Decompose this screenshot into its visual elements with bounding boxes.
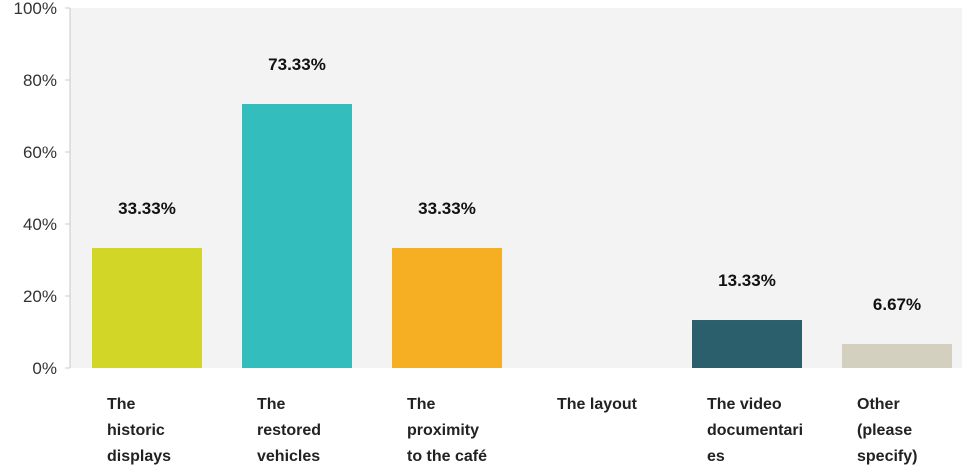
bar	[92, 248, 202, 368]
bar	[692, 320, 802, 368]
x-category-label: displays	[107, 448, 171, 465]
x-category-label: The	[107, 396, 136, 413]
plot-area	[70, 8, 962, 368]
x-category-label: historic	[107, 422, 165, 439]
data-label: 33.33%	[118, 199, 176, 218]
x-category-label: The	[257, 396, 286, 413]
y-tick-label: 80%	[23, 71, 57, 90]
bar	[392, 248, 502, 368]
data-label: 33.33%	[418, 199, 476, 218]
x-category-label: Other	[857, 396, 900, 413]
x-category-label: (please	[857, 422, 912, 439]
x-category-label: vehicles	[257, 448, 320, 465]
x-category-label: The	[407, 396, 436, 413]
y-tick-label: 0%	[32, 359, 57, 378]
bar	[842, 343, 952, 368]
x-category-label: specify)	[857, 448, 917, 465]
x-category-label: to the café	[407, 448, 487, 465]
x-category-label: The video	[707, 396, 782, 413]
data-label: 6.67%	[873, 295, 921, 314]
y-tick-label: 100%	[14, 0, 57, 18]
y-tick-label: 60%	[23, 143, 57, 162]
bar	[242, 104, 352, 369]
y-tick-label: 40%	[23, 215, 57, 234]
x-category-label: documentari	[707, 422, 803, 439]
data-label: 73.33%	[268, 55, 326, 74]
x-category-label: proximity	[407, 422, 479, 439]
x-category-label: es	[707, 448, 725, 465]
data-label: 13.33%	[718, 271, 776, 290]
x-category-label: restored	[257, 422, 321, 439]
y-tick-label: 20%	[23, 287, 57, 306]
x-category-label: The layout	[557, 396, 638, 413]
